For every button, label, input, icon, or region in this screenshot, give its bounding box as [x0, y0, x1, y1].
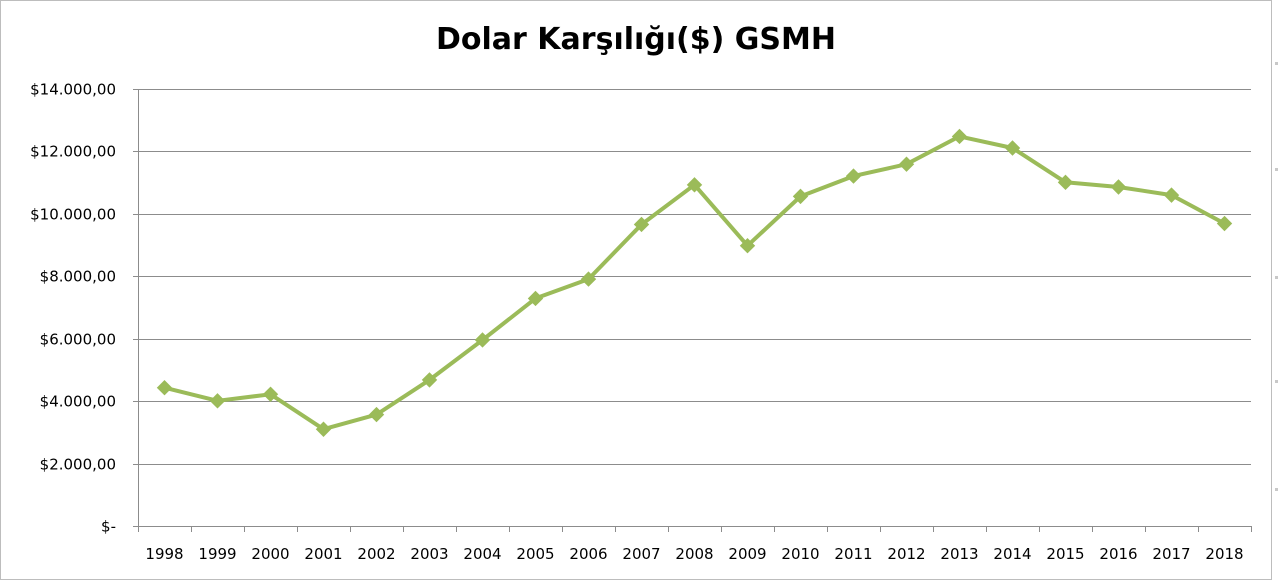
- x-tick-label: 2006: [569, 545, 607, 563]
- y-tick-label: $10.000,00: [30, 206, 116, 224]
- y-tick-label: $12.000,00: [30, 143, 116, 161]
- data-point-marker: [527, 290, 544, 307]
- data-point-marker: [898, 156, 915, 172]
- y-tick-label: $8.000,00: [40, 268, 116, 286]
- data-point-marker: [315, 421, 332, 437]
- x-tick-label: 2000: [251, 545, 289, 563]
- data-point-marker: [686, 177, 703, 193]
- y-tick-label: $14.000,00: [30, 81, 116, 99]
- x-tick-label: 2009: [728, 545, 766, 563]
- x-tick-label: 2011: [834, 545, 872, 563]
- y-tick-label: $2.000,00: [40, 456, 116, 474]
- x-tick-label: 2001: [304, 545, 342, 563]
- data-point-marker: [633, 216, 650, 233]
- chart-title: Dolar Karşılığı($) GSMH: [436, 22, 836, 57]
- x-tick-label: 2017: [1152, 545, 1190, 563]
- x-tick-label: 2015: [1046, 545, 1084, 563]
- window-edge: [1272, 0, 1280, 584]
- data-point-marker: [951, 128, 968, 145]
- data-point-marker: [792, 188, 809, 205]
- data-point-marker: [209, 393, 226, 409]
- y-tick-label: $6.000,00: [40, 331, 116, 349]
- data-point-marker: [739, 237, 756, 254]
- x-tick-label: 2002: [357, 545, 395, 563]
- data-point-marker: [1216, 215, 1233, 232]
- data-point-marker: [262, 386, 279, 402]
- x-tick-label: 2013: [940, 545, 978, 563]
- data-point-marker: [156, 380, 173, 396]
- data-point-marker: [1163, 187, 1180, 203]
- x-tick-label: 2012: [887, 545, 925, 563]
- x-tick-label: 2016: [1099, 545, 1137, 563]
- data-point-marker: [845, 168, 862, 184]
- data-point-marker: [474, 332, 491, 348]
- data-point-marker: [1004, 140, 1021, 156]
- data-point-marker: [1057, 174, 1074, 191]
- x-tick-label: 1999: [198, 545, 236, 563]
- x-tick-label: 1998: [145, 545, 183, 563]
- x-tick-label: 2010: [781, 545, 819, 563]
- data-point-marker: [421, 372, 438, 388]
- x-tick-label: 2007: [622, 545, 660, 563]
- x-tick-label: 2014: [993, 545, 1031, 563]
- y-tick-label: $4.000,00: [40, 393, 116, 411]
- x-tick-label: 2018: [1205, 545, 1243, 563]
- x-tick-label: 2003: [410, 545, 448, 563]
- x-tick-label: 2008: [675, 545, 713, 563]
- x-tick-label: 2005: [516, 545, 554, 563]
- data-point-marker: [1110, 179, 1127, 195]
- data-point-marker: [580, 271, 597, 287]
- y-tick-label: $-: [101, 518, 116, 536]
- x-tick-label: 2004: [463, 545, 501, 563]
- data-point-marker: [368, 406, 385, 423]
